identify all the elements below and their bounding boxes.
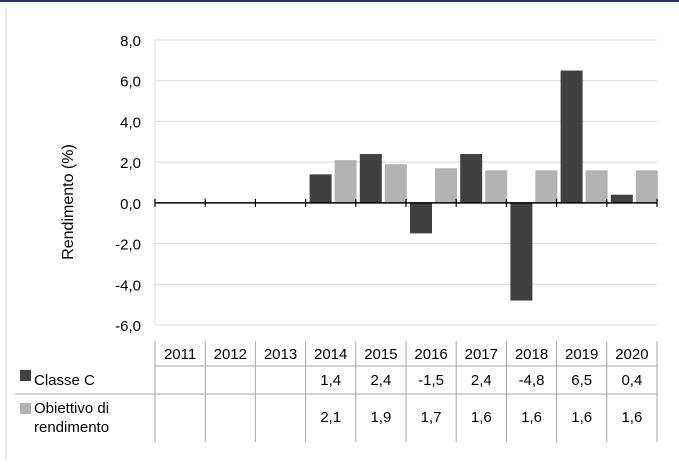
y-axis-ticks: 8,0 6,0 4,0 2,0 0,0 -2,0 -4,0 -6,0 [115, 33, 141, 335]
table-category-label: 2017 [465, 346, 498, 363]
bar-obiettivo-2019 [585, 170, 608, 203]
legend-series-name: rendimento [34, 419, 109, 436]
y-tick-label: 0,0 [120, 196, 141, 213]
top-rule [0, 0, 679, 2]
table-value: -1,5 [418, 372, 444, 389]
bar-classe-c-2018 [510, 202, 533, 301]
table-category-label: 2019 [565, 346, 598, 363]
table-value: 1,7 [421, 409, 442, 426]
bar-classe-c-2020 [610, 194, 633, 203]
table-category-label: 2015 [364, 346, 397, 363]
bar-obiettivo-2017 [485, 170, 508, 203]
table-value: 2,4 [370, 372, 391, 389]
bar-classe-c-2014 [309, 174, 332, 203]
table-category-label: 2011 [164, 346, 196, 363]
table-category-label: 2016 [414, 346, 447, 363]
legend-swatch [20, 370, 31, 381]
table-value: 2,4 [471, 372, 492, 389]
table-category-label: 2012 [214, 346, 247, 363]
table-value: 1,6 [521, 409, 542, 426]
legend-series-name: Obiettivo di [34, 400, 109, 417]
y-tick-label: 4,0 [120, 114, 141, 131]
table-value: 1,6 [571, 409, 592, 426]
y-tick-label: 2,0 [120, 155, 141, 172]
table-category-label: 2014 [314, 346, 347, 363]
y-axis-label: Rendimento (%) [60, 144, 77, 260]
bar-obiettivo-2020 [635, 170, 658, 203]
table-category-label: 2013 [264, 346, 297, 363]
y-tick-label: -2,0 [115, 237, 141, 254]
legend-swatch [20, 403, 31, 414]
bar-classe-c-2017 [460, 154, 483, 203]
gridlines [154, 39, 657, 326]
bar-obiettivo-2018 [535, 170, 558, 203]
bar-obiettivo-2014 [334, 160, 357, 203]
table-value: 6,5 [571, 372, 592, 389]
table-value: 0,4 [621, 372, 642, 389]
y-tick-label: -4,0 [115, 277, 141, 294]
table-category-label: 2018 [515, 346, 548, 363]
table-value: 2,1 [320, 409, 341, 426]
bar-classe-c-2016 [410, 202, 432, 234]
y-tick-label: -6,0 [115, 318, 141, 335]
table-value: 1,4 [320, 372, 341, 389]
table-value: 1,6 [621, 409, 642, 426]
table-category-label: 2020 [615, 346, 648, 363]
y-tick-label: 6,0 [120, 74, 141, 91]
bar-obiettivo-2015 [384, 164, 407, 203]
bar-classe-c-2019 [560, 70, 583, 203]
bar-classe-c-2015 [359, 154, 382, 203]
y-tick-label: 8,0 [120, 33, 141, 50]
zero-axis [154, 198, 658, 207]
legend-series-name: Classe C [34, 372, 95, 389]
bar-obiettivo-2016 [435, 168, 457, 203]
bars [309, 70, 658, 301]
table-value: -4,8 [519, 372, 545, 389]
table-value: 1,6 [471, 409, 492, 426]
data-table: 2011 2012 2013 2014 2015 2016 2017 2018 2019 2020… [15, 341, 658, 442]
table-value: 1,9 [370, 409, 391, 426]
